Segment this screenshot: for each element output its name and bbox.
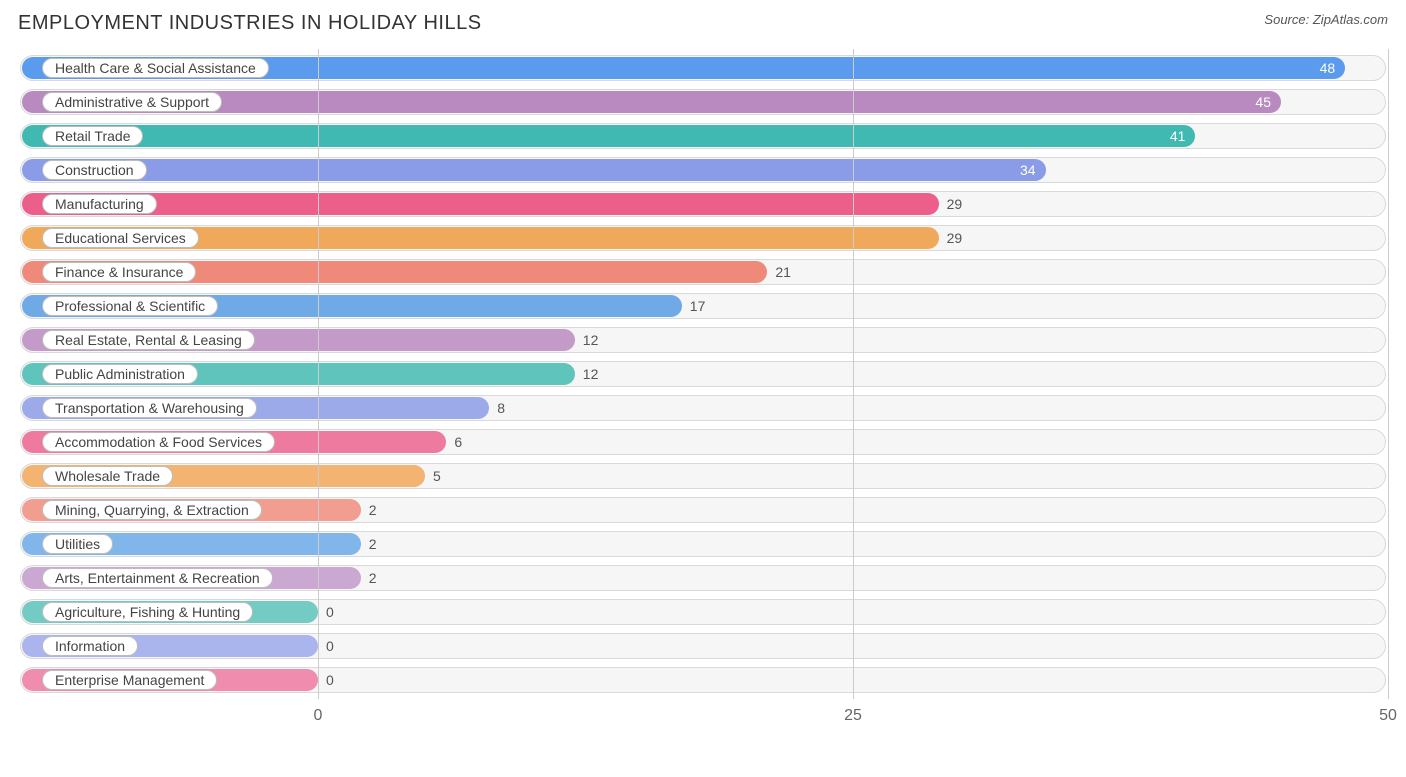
chart-title: EMPLOYMENT INDUSTRIES IN HOLIDAY HILLS (18, 12, 482, 35)
bar-row: 12 Real Estate, Rental & Leasing (18, 327, 1388, 353)
bar-row: 29 Manufacturing (18, 191, 1388, 217)
bar-label: Retail Trade (42, 126, 143, 146)
bar-label: Public Administration (42, 364, 198, 384)
bar-row: 0 Agriculture, Fishing & Hunting (18, 599, 1388, 625)
x-axis: 02550 (18, 699, 1388, 739)
bar-value: 2 (369, 502, 377, 518)
bar-value: 12 (583, 366, 599, 382)
bar-row: 5 Wholesale Trade (18, 463, 1388, 489)
bar-label: Agriculture, Fishing & Hunting (42, 602, 253, 622)
bar-value: 2 (369, 536, 377, 552)
bar-value: 8 (497, 400, 505, 416)
bar-row: 41 Retail Trade (18, 123, 1388, 149)
gridline (318, 49, 319, 699)
plot-region: 48 Health Care & Social Assistance 45 Admin… (18, 49, 1388, 699)
bar-row: 17 Professional & Scientific (18, 293, 1388, 319)
bar-row: 29 Educational Services (18, 225, 1388, 251)
bar-row: 2 Mining, Quarrying, & Extraction (18, 497, 1388, 523)
bar-label: Enterprise Management (42, 670, 217, 690)
bar-value: 17 (690, 298, 706, 314)
bar-row: 12 Public Administration (18, 361, 1388, 387)
bar-row: 34 Construction (18, 157, 1388, 183)
bar-row: 8 Transportation & Warehousing (18, 395, 1388, 421)
bar-value: 29 (947, 230, 963, 246)
bar-label: Professional & Scientific (42, 296, 218, 316)
gridline (853, 49, 854, 699)
bar-label: Finance & Insurance (42, 262, 196, 282)
source-label: Source: (1264, 12, 1309, 27)
x-tick-label: 50 (1379, 707, 1397, 725)
bar-label: Manufacturing (42, 194, 157, 214)
chart-header: EMPLOYMENT INDUSTRIES IN HOLIDAY HILLS S… (18, 12, 1388, 35)
bar-value: 21 (775, 264, 791, 280)
bar-value: 0 (326, 672, 334, 688)
bar-row: 45 Administrative & Support (18, 89, 1388, 115)
bar-row: 6 Accommodation & Food Services (18, 429, 1388, 455)
bar-label: Wholesale Trade (42, 466, 173, 486)
bar-label: Health Care & Social Assistance (42, 58, 269, 78)
bar-label: Utilities (42, 534, 113, 554)
bar-label: Information (42, 636, 138, 656)
x-tick-label: 0 (314, 707, 323, 725)
chart-area: 48 Health Care & Social Assistance 45 Admin… (18, 49, 1388, 739)
bar-label: Construction (42, 160, 147, 180)
bar-row: 48 Health Care & Social Assistance (18, 55, 1388, 81)
bar-label: Mining, Quarrying, & Extraction (42, 500, 262, 520)
bar-value: 0 (326, 604, 334, 620)
bar-label: Transportation & Warehousing (42, 398, 257, 418)
bar-fill: 41 (22, 125, 1195, 147)
bar-label: Accommodation & Food Services (42, 432, 275, 452)
bar-value: 34 (1020, 162, 1036, 178)
bar-label: Real Estate, Rental & Leasing (42, 330, 255, 350)
bar-fill: 34 (22, 159, 1046, 181)
bar-value: 29 (947, 196, 963, 212)
source-name: ZipAtlas.com (1313, 12, 1388, 27)
bar-fill (22, 193, 939, 215)
bar-row: 0 Enterprise Management (18, 667, 1388, 693)
bar-value: 5 (433, 468, 441, 484)
bar-value: 48 (1320, 60, 1336, 76)
bar-row: 2 Utilities (18, 531, 1388, 557)
bar-value: 12 (583, 332, 599, 348)
chart-source: Source: ZipAtlas.com (1264, 12, 1388, 27)
bar-row: 21 Finance & Insurance (18, 259, 1388, 285)
bar-value: 45 (1255, 94, 1271, 110)
x-tick-label: 25 (844, 707, 862, 725)
bar-value: 6 (454, 434, 462, 450)
gridline (1388, 49, 1389, 699)
bar-value: 0 (326, 638, 334, 654)
bar-value: 41 (1170, 128, 1186, 144)
bar-rows-container: 48 Health Care & Social Assistance 45 Admin… (18, 49, 1388, 699)
bar-label: Educational Services (42, 228, 199, 248)
bar-label: Arts, Entertainment & Recreation (42, 568, 273, 588)
bar-row: 0 Information (18, 633, 1388, 659)
bar-value: 2 (369, 570, 377, 586)
bar-row: 2 Arts, Entertainment & Recreation (18, 565, 1388, 591)
bar-label: Administrative & Support (42, 92, 222, 112)
